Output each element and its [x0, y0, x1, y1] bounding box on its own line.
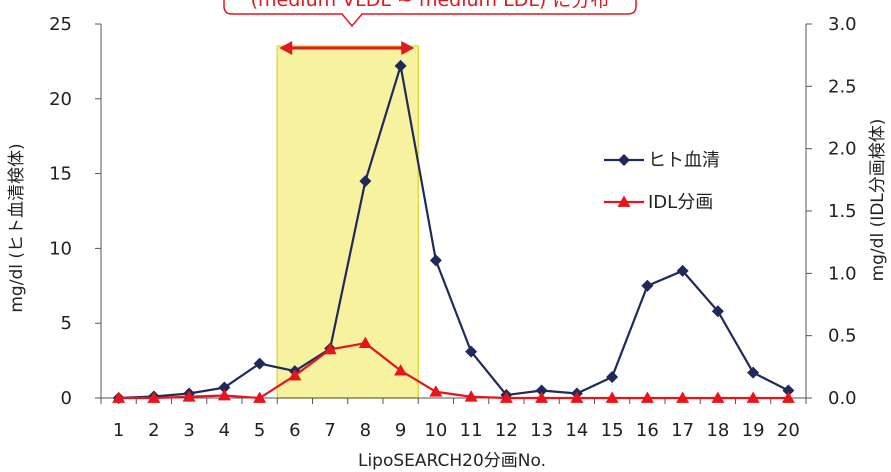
x-tick-label: 13	[530, 420, 553, 441]
series-2-point	[746, 391, 760, 403]
legend-label-2: IDL分画	[648, 192, 713, 213]
series-2-point	[358, 336, 372, 349]
x-tick-label: 2	[148, 420, 159, 441]
legend-label-1: ヒト血清	[648, 150, 720, 171]
series-2-point	[253, 391, 267, 403]
y-axis-title-left: mg/dl (ヒト血清検体)	[7, 143, 27, 312]
series-1-point	[782, 384, 795, 397]
y-right-tick-label: 2.5	[828, 76, 857, 97]
y-right-tick-label: 0.0	[828, 388, 857, 409]
y-axis-title-right: mg/dl (IDL分画検体)	[868, 119, 888, 282]
series-2-point	[288, 369, 302, 381]
x-tick-label: 17	[671, 420, 694, 441]
series-2-point	[711, 391, 725, 403]
x-tick-label: 1	[113, 420, 124, 441]
series-2-point	[535, 391, 549, 403]
series-1-point	[711, 305, 724, 318]
range-arrow-head-left	[279, 41, 293, 55]
series-2-point	[112, 391, 126, 403]
series-1-point	[465, 345, 478, 358]
x-axis-title: LipoSEARCH20分画No.	[358, 451, 546, 471]
series-1-point	[747, 366, 760, 379]
y-left-tick-label: 10	[49, 238, 72, 259]
series-1-point	[218, 381, 231, 394]
callout-text: (medium VLDL ~ medium LDL) に分布	[251, 0, 610, 11]
legend-marker-2	[617, 195, 631, 207]
series-1-point	[641, 279, 654, 292]
x-tick-label: 3	[183, 420, 194, 441]
series-2-point	[429, 385, 443, 397]
x-tick-label: 20	[777, 420, 800, 441]
series-2-point	[640, 391, 654, 403]
series-2-point	[394, 364, 408, 376]
x-tick-label: 8	[360, 420, 371, 441]
series-1-point	[359, 175, 372, 188]
series-1-point	[606, 371, 619, 384]
y-left-tick-label: 25	[49, 14, 72, 35]
series-1-point	[394, 59, 407, 72]
y-right-tick-label: 0.5	[828, 326, 857, 347]
range-arrow-head-right	[401, 41, 415, 55]
legend-marker-1	[618, 154, 630, 166]
series-1-point	[535, 384, 548, 397]
series-2-point	[676, 391, 690, 403]
y-left-tick-label: 5	[61, 313, 72, 334]
series-2-point	[182, 390, 196, 402]
series-2-point	[217, 389, 231, 401]
x-tick-label: 7	[324, 420, 335, 441]
y-right-tick-label: 1.5	[828, 201, 857, 222]
x-tick-label: 18	[706, 420, 729, 441]
series-2-point	[605, 391, 619, 403]
series-2-point	[499, 391, 513, 403]
x-tick-label: 6	[289, 420, 300, 441]
highlight-band	[276, 45, 419, 399]
callout-bubble	[223, 0, 637, 28]
x-tick-label: 9	[395, 420, 406, 441]
x-tick-label: 4	[219, 420, 230, 441]
x-tick-label: 19	[742, 420, 765, 441]
x-tick-label: 15	[601, 420, 624, 441]
series-1-point	[429, 254, 442, 267]
x-tick-label: 12	[495, 420, 518, 441]
x-tick-label: 10	[424, 420, 447, 441]
series-2-point	[781, 391, 795, 403]
y-right-tick-label: 2.0	[828, 139, 857, 160]
y-left-tick-label: 20	[49, 89, 72, 110]
y-left-tick-label: 0	[61, 388, 72, 409]
series-line-1	[118, 65, 789, 400]
series-1-point	[253, 357, 266, 370]
x-tick-label: 16	[636, 420, 659, 441]
series-1-point	[676, 264, 689, 277]
series-2-point	[323, 342, 337, 355]
y-left-tick-label: 15	[49, 164, 72, 185]
x-tick-label: 14	[565, 420, 588, 441]
y-right-tick-label: 1.0	[828, 263, 857, 284]
x-tick-label: 11	[460, 420, 483, 441]
y-right-tick-label: 3.0	[828, 14, 857, 35]
series-line-2	[118, 341, 789, 400]
series-2-point	[464, 390, 478, 402]
x-tick-label: 5	[254, 420, 265, 441]
series-2-point	[570, 391, 584, 403]
series-2-point	[147, 391, 161, 403]
